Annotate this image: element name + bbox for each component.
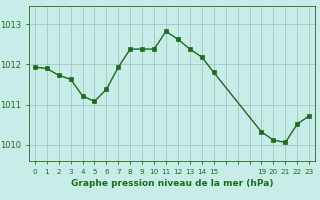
X-axis label: Graphe pression niveau de la mer (hPa): Graphe pression niveau de la mer (hPa) <box>71 179 273 188</box>
